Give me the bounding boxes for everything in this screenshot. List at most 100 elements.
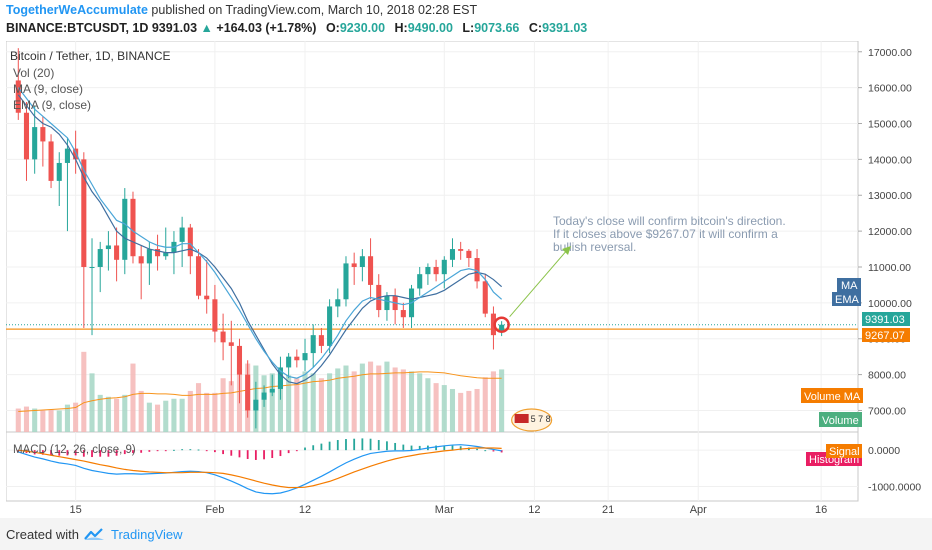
price-label-box [862,312,910,326]
chart-header: TogetherWeAccumulate published on Tradin… [0,0,932,40]
macd-histogram-bar [410,445,413,451]
candle-body [23,112,30,160]
volume-bar [155,404,161,432]
macd-histogram-bar [74,450,77,456]
candle-body [146,249,152,264]
macd-histogram-bar [66,450,69,456]
macd-histogram-bar [17,450,20,452]
volume-bar [105,396,111,432]
annotation-arrowhead [562,246,571,255]
macd-histogram-bar [197,449,200,451]
price-tick-label: 10000.00 [868,298,912,310]
candle-body [228,342,234,346]
annotation-line-2: If it closes above $9267.07 it will conf… [553,227,778,241]
volume-bar [195,383,202,432]
candle-body [56,162,62,181]
macd-histogram-bar [58,450,61,456]
candle-body [433,266,439,275]
price-tick-label: 11000.00 [868,262,911,274]
chart-svg[interactable]: 17000.00 16000.00 15000.00 14000.00 13000.00… [5,40,926,521]
volume-bar [335,368,341,432]
candle-body [163,252,169,257]
macd-histogram-bar [222,450,224,455]
macd-histogram-bar [435,445,437,451]
footer: Created with TradingView [0,518,932,550]
flag-icon [514,414,529,423]
high-value: 9490.00 [407,21,453,35]
candle-body [359,256,365,267]
volume-bar [56,410,62,432]
close-label: C: [528,21,543,35]
volume-bar [138,390,144,432]
candle-body [368,256,374,285]
candle-body [425,266,431,275]
macd-histogram-bar [369,438,372,451]
candle-body [89,266,95,268]
volume-bar [490,371,496,432]
candle-body [179,227,185,242]
candle-body [155,249,161,257]
macd-histogram-bar [50,450,52,456]
ma-line [17,94,503,385]
volume-bar [40,410,46,432]
volume-bar [228,381,234,432]
annotation-arrow [509,246,571,318]
events-count: 5 7 8 [531,414,551,424]
macd-histogram-bar [164,450,167,452]
legend-ma: MA (9, close) [13,82,83,96]
candle-body [15,80,21,113]
volume-bar [318,378,324,432]
volume-bar [433,383,439,432]
volume-bar [474,388,480,432]
candle-body [269,388,275,393]
candle-body [32,127,38,160]
macd-histogram-bar [492,450,495,452]
publish-info: published on TradingView.com, March 10, … [151,3,478,17]
time-tick-label: 16 [815,504,827,516]
macd-histogram-bar [484,450,487,452]
macd-tick-label: -1000.0000 [868,481,921,493]
volume-bar [15,408,21,432]
macd-histogram-bar [181,449,184,451]
volume-layer [15,351,505,432]
macd-histogram-bar [287,450,290,454]
symbol-label: BINANCE:BTCUSDT, 1D [6,21,149,35]
time-tick-label: 21 [602,504,614,516]
candle-body [40,127,46,142]
volume-bar [351,371,357,432]
time-tick-label: 12 [299,504,311,516]
macd-histogram-bar [312,445,315,451]
volume-label: Volume [822,415,859,427]
macd-histogram-bar [353,438,356,451]
events-badge[interactable]: 5 7 8 [511,408,553,432]
candle-body [122,198,128,260]
volume-bar [400,369,406,432]
candle-body [466,250,472,259]
tradingview-link[interactable]: TradingView [111,527,183,542]
volume-bar [466,390,472,432]
open-label: O: [325,21,340,35]
candle-body [417,274,423,289]
ema-label-box [832,292,861,306]
price-tick-label: 7000.00 [868,405,906,417]
macd-histogram-bar [345,439,347,451]
volume-bar [220,378,226,432]
candle-body [277,367,283,389]
candle-body [212,299,218,332]
price-circle-marker [493,316,510,333]
level-label: 9267.07 [865,330,905,342]
macd-histogram-bar [82,450,85,457]
tradingview-logo-icon[interactable] [82,526,106,542]
volume-bar [187,390,193,432]
chart-area[interactable]: 17000.00 16000.00 15000.00 14000.00 13000.00… [5,40,926,521]
author-link[interactable]: TogetherWeAccumulate [6,3,148,17]
macd-histogram-bar [41,450,44,455]
volume-bar [171,398,177,432]
ema-label: EMA [835,294,860,306]
volume-ma-label: Volume MA [804,391,861,403]
candle-body [474,258,480,282]
candle-body [195,256,202,296]
legend-macd: MACD (12, 26, close, 9) [13,444,136,456]
macd-histogram-bar [459,446,462,451]
volume-bar [179,398,185,432]
